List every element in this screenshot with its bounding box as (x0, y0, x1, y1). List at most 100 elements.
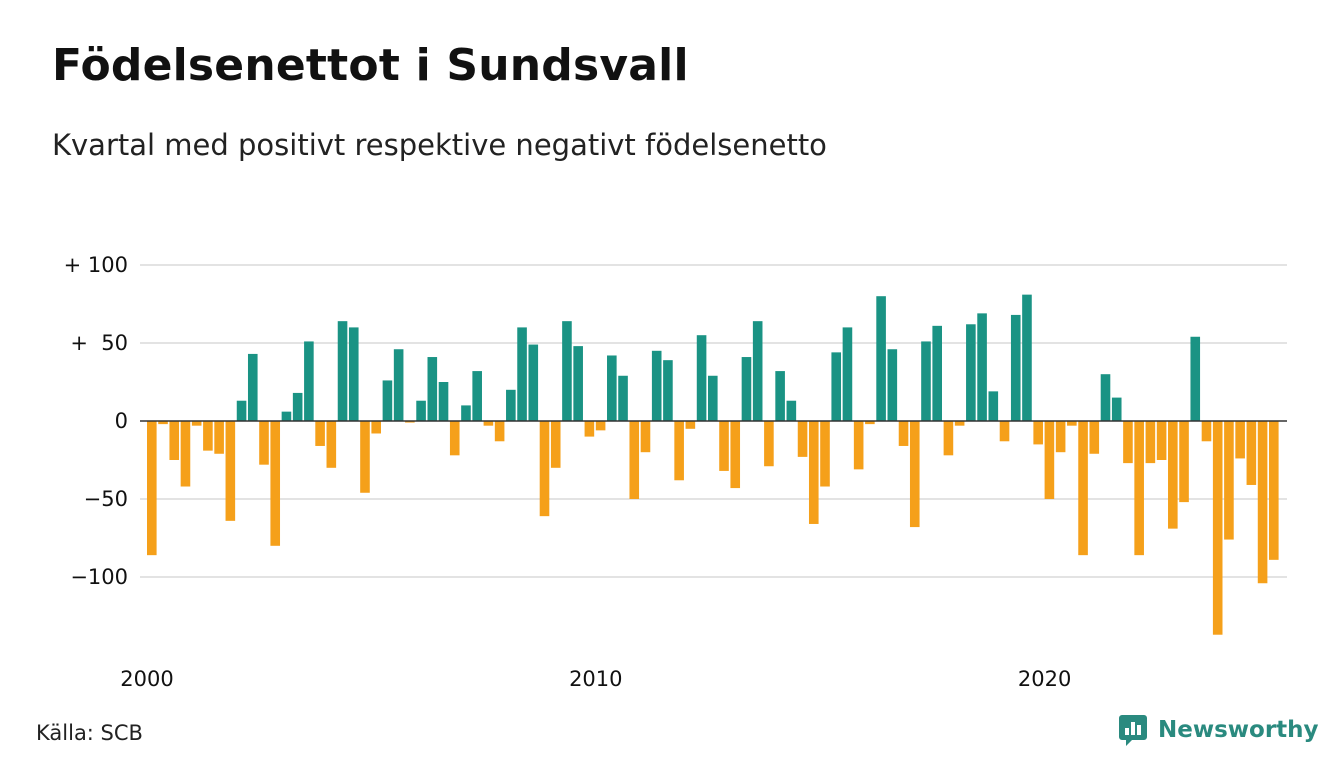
bar-2004-q1 (326, 421, 337, 468)
bar-2023-q2 (1190, 336, 1201, 421)
bar-2012-q3 (708, 375, 718, 421)
bar-2019-q3 (1022, 294, 1032, 421)
bar-2013-q1 (730, 421, 741, 489)
bar-2017-q3 (932, 325, 942, 421)
bar-2017-q4 (943, 421, 954, 456)
bar-2020-q2 (1055, 421, 1066, 453)
bar-2012-q4 (719, 421, 729, 471)
bar-2012-q1 (685, 421, 696, 429)
bar-2011-q4 (674, 421, 684, 481)
bar-2001-q1 (191, 421, 202, 426)
bar-2019-q1 (999, 421, 1010, 442)
bar-chart: + 100 + 50 0 −50 −100 2000 2010 2020 (64, 253, 1287, 691)
bar-2023-q3 (1201, 421, 1212, 442)
bar-2002-q3 (259, 421, 269, 465)
newsworthy-logo-icon (1119, 715, 1147, 746)
bar-2011-q2 (651, 350, 662, 421)
bar-2009-q4 (584, 421, 595, 437)
bar-2014-q4 (808, 421, 819, 524)
bar-2001-q2 (203, 421, 213, 451)
bar-2023-q1 (1179, 421, 1189, 503)
bar-2006-q1 (416, 400, 426, 421)
bar-2005-q4 (405, 421, 415, 423)
y-tick-label: 0 (115, 409, 128, 433)
chart-subtitle: Kvartal med positivt respektive negativt… (52, 128, 827, 162)
bar-2009-q3 (573, 346, 583, 421)
bar-2008-q4 (539, 421, 550, 517)
bar-2013-q2 (741, 357, 752, 421)
bar-2004-q4 (360, 421, 370, 493)
bar-2002-q1 (236, 400, 247, 421)
bar-2010-q1 (595, 421, 606, 431)
bar-2007-q3 (483, 421, 494, 426)
bar-2010-q3 (618, 375, 628, 421)
source-note: Källa: SCB (36, 721, 143, 745)
bar-2015-q1 (820, 421, 830, 487)
bar-2020-q1 (1044, 421, 1055, 499)
bar-2016-q2 (876, 296, 886, 421)
bar-2012-q2 (696, 335, 707, 421)
bar-2024-q1 (1224, 421, 1234, 540)
bar-2005-q3 (393, 349, 404, 421)
bar-2022-q4 (1168, 421, 1178, 529)
bar-2014-q3 (797, 421, 808, 457)
bar-2022-q2 (1145, 421, 1156, 464)
bar-2003-q2 (292, 392, 303, 421)
bar-2019-q4 (1033, 421, 1043, 445)
bar-2020-q4 (1078, 421, 1088, 556)
bar-2003-q4 (315, 421, 325, 446)
brand-name: Newsworthy (1158, 717, 1319, 743)
x-tick-label: 2020 (1018, 667, 1071, 691)
brand[interactable]: Newsworthy (1118, 713, 1319, 747)
bar-2017-q1 (909, 421, 920, 528)
bar-2009-q1 (550, 421, 561, 468)
bar-2023-q4 (1212, 421, 1223, 635)
bar-2010-q4 (629, 421, 640, 499)
bar-2025-q1 (1269, 421, 1279, 560)
bar-2006-q3 (438, 382, 449, 421)
bar-2016-q4 (898, 421, 909, 446)
bar-2008-q3 (528, 344, 539, 421)
x-tick-label: 2010 (569, 667, 622, 691)
bar-2015-q2 (831, 352, 842, 421)
bar-2010-q2 (607, 355, 617, 421)
bar-2022-q3 (1156, 421, 1167, 460)
bar-2003-q3 (304, 341, 314, 421)
bar-2018-q2 (966, 324, 976, 421)
x-tick-label: 2000 (120, 667, 173, 691)
chart-title: Födelsenettot i Sundsvall (52, 40, 689, 91)
bar-2005-q2 (382, 380, 393, 421)
bar-2013-q4 (764, 421, 774, 467)
bar-2007-q1 (461, 405, 471, 421)
bar-2013-q3 (752, 321, 763, 421)
bar-2008-q2 (517, 327, 527, 421)
x-axis-labels: 2000 2010 2020 (120, 667, 1071, 691)
bar-2007-q2 (472, 371, 482, 421)
bar-2024-q2 (1235, 421, 1245, 459)
bar-2018-q3 (977, 313, 987, 421)
y-tick-label: + 100 (64, 253, 128, 277)
bar-2000-q4 (180, 421, 191, 487)
y-tick-label: −50 (84, 487, 128, 511)
bar-2021-q4 (1123, 421, 1133, 464)
bars (147, 294, 1279, 635)
bar-2021-q2 (1100, 374, 1111, 421)
bar-2006-q2 (427, 357, 438, 421)
bar-2024-q4 (1257, 421, 1268, 584)
bar-2008-q1 (506, 389, 516, 421)
bar-2014-q2 (786, 400, 797, 421)
bar-2000-q2 (158, 421, 168, 425)
y-tick-label: + 50 (70, 331, 128, 355)
y-axis-labels: + 100 + 50 0 −50 −100 (64, 253, 128, 589)
bar-2018-q4 (988, 391, 999, 421)
bar-2004-q2 (337, 321, 348, 421)
bar-2024-q3 (1246, 421, 1257, 485)
bar-2011-q3 (663, 360, 673, 421)
bar-2015-q4 (853, 421, 864, 470)
bar-2019-q2 (1010, 314, 1021, 421)
bar-2001-q3 (214, 421, 224, 454)
bar-2001-q4 (225, 421, 236, 521)
bar-2000-q3 (169, 421, 180, 460)
bar-2016-q1 (865, 421, 875, 425)
bar-2003-q1 (281, 411, 292, 421)
